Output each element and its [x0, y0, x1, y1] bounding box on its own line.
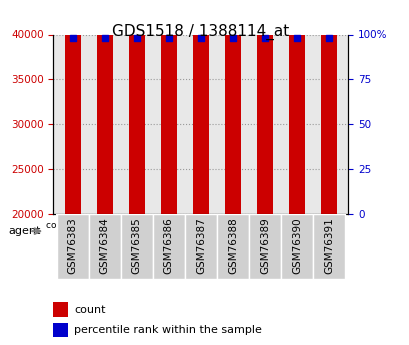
Point [325, 35, 332, 41]
FancyBboxPatch shape [88, 214, 120, 279]
Bar [256, 26, 272, 214]
Text: conditioned medium from
BSN cells: conditioned medium from BSN cells [46, 221, 163, 241]
Text: GSM76387: GSM76387 [196, 217, 205, 274]
Text: GSM76386: GSM76386 [164, 217, 173, 274]
Text: percentile rank within the sample: percentile rank within the sample [74, 325, 261, 335]
Text: GDS1518 / 1388114_at: GDS1518 / 1388114_at [112, 24, 289, 40]
Text: agent: agent [8, 226, 40, 236]
Point [197, 35, 204, 41]
Text: GSM76385: GSM76385 [131, 217, 142, 274]
FancyBboxPatch shape [120, 214, 153, 279]
Text: GSM76390: GSM76390 [292, 217, 301, 274]
Point [69, 35, 76, 41]
Text: GSM76391: GSM76391 [324, 217, 333, 274]
FancyBboxPatch shape [56, 214, 153, 248]
Point [293, 35, 300, 41]
Text: GSM76389: GSM76389 [259, 217, 270, 274]
Bar [192, 0, 209, 214]
Point [229, 35, 236, 41]
Bar [53, 302, 68, 317]
FancyBboxPatch shape [216, 214, 248, 279]
FancyBboxPatch shape [248, 214, 344, 248]
Point [133, 35, 139, 41]
Bar [97, 0, 112, 214]
FancyBboxPatch shape [153, 214, 248, 248]
Text: count: count [74, 305, 105, 315]
FancyBboxPatch shape [281, 214, 312, 279]
Text: GSM76388: GSM76388 [227, 217, 237, 274]
Text: GSM76383: GSM76383 [67, 217, 77, 274]
Bar [160, 0, 176, 214]
Bar [320, 0, 337, 214]
Point [165, 35, 172, 41]
Text: GSM76384: GSM76384 [99, 217, 109, 274]
FancyBboxPatch shape [184, 214, 216, 279]
Bar [288, 0, 304, 214]
Point [101, 35, 108, 41]
Bar [53, 323, 68, 337]
FancyBboxPatch shape [153, 214, 184, 279]
Text: pleiotrophin: pleiotrophin [269, 227, 324, 236]
FancyBboxPatch shape [248, 214, 281, 279]
Text: heregulin: heregulin [179, 227, 222, 236]
Bar [225, 0, 240, 214]
FancyBboxPatch shape [56, 214, 88, 279]
Bar [128, 0, 144, 214]
Bar [64, 0, 81, 214]
FancyBboxPatch shape [312, 214, 344, 279]
Point [261, 35, 268, 41]
